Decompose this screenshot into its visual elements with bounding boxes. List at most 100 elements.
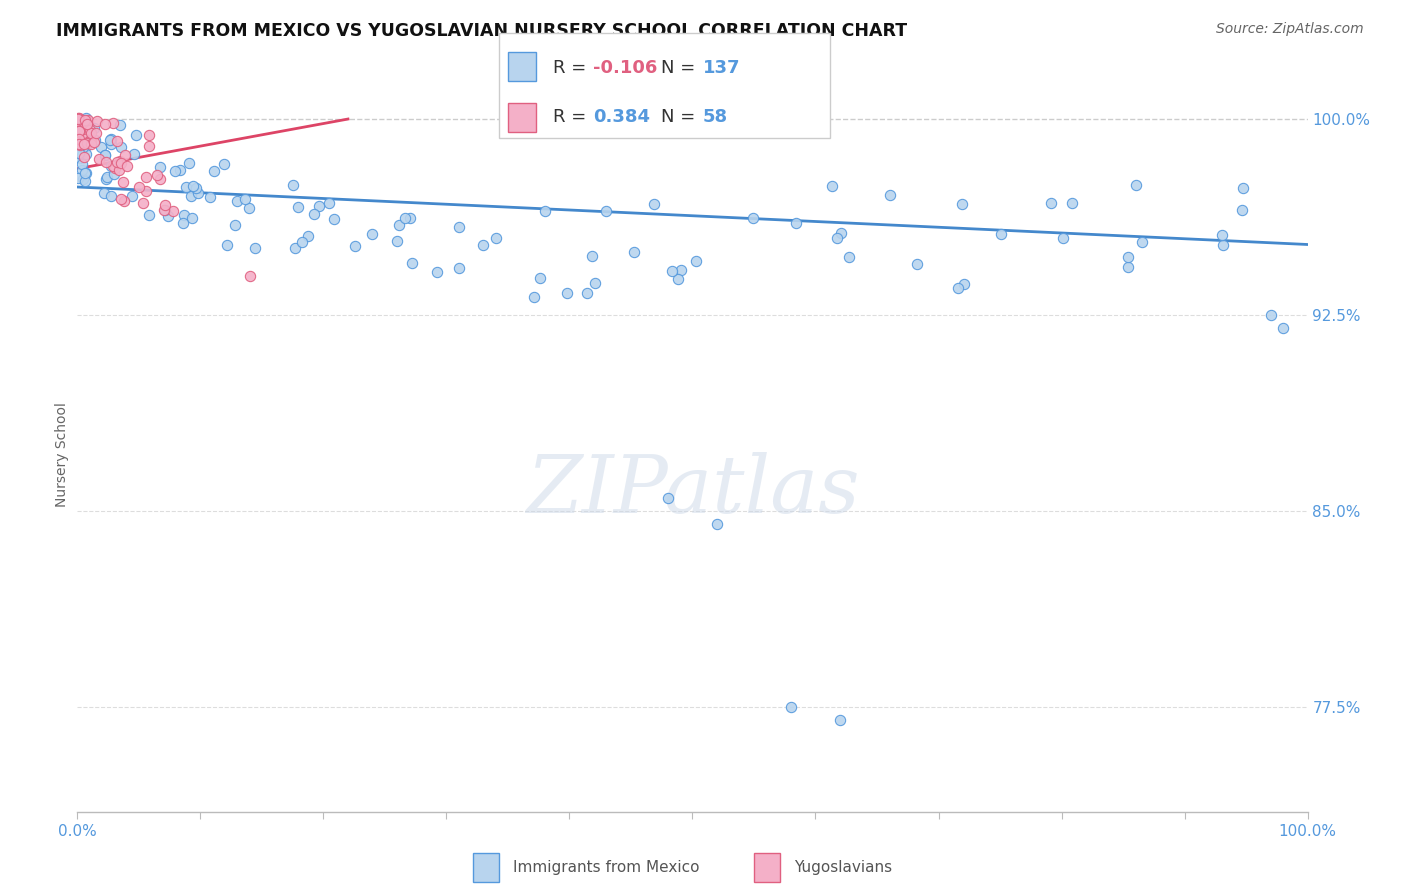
- Point: [131, 196, 153, 211]
- Point: [426, 265, 449, 279]
- Point: [1060, 195, 1083, 210]
- Point: [595, 203, 617, 218]
- Point: [100, 137, 122, 152]
- Point: [96, 169, 118, 184]
- Text: Source: ZipAtlas.com: Source: ZipAtlas.com: [1216, 22, 1364, 37]
- Point: [953, 277, 976, 292]
- Point: [215, 238, 238, 252]
- Point: [135, 184, 157, 198]
- Point: [79, 119, 101, 133]
- Point: [108, 163, 131, 178]
- Point: [110, 118, 132, 132]
- Point: [80, 134, 103, 148]
- Point: [1040, 195, 1063, 210]
- Point: [93, 117, 115, 131]
- Point: [838, 251, 860, 265]
- Point: [73, 136, 96, 151]
- Point: [87, 153, 110, 167]
- Point: [399, 211, 422, 225]
- Point: [84, 126, 107, 140]
- Point: [585, 277, 607, 291]
- Point: [75, 166, 97, 180]
- Point: [67, 124, 90, 138]
- Point: [100, 188, 122, 202]
- Point: [1272, 321, 1295, 335]
- Point: [121, 189, 143, 203]
- Point: [657, 491, 679, 505]
- Point: [72, 150, 94, 164]
- Point: [239, 268, 262, 283]
- Point: [785, 217, 807, 231]
- Point: [666, 271, 689, 285]
- Point: [198, 190, 221, 204]
- Point: [94, 171, 117, 186]
- Point: [104, 161, 127, 175]
- Point: [661, 264, 683, 278]
- Point: [830, 713, 852, 727]
- Point: [67, 136, 90, 151]
- Point: [76, 129, 98, 144]
- Point: [105, 134, 128, 148]
- Point: [69, 151, 91, 165]
- Point: [67, 121, 90, 136]
- Point: [1232, 180, 1254, 194]
- Point: [77, 115, 100, 129]
- Point: [685, 253, 707, 268]
- Point: [401, 255, 423, 269]
- Point: [138, 139, 160, 153]
- Point: [67, 112, 90, 126]
- Point: [471, 237, 494, 252]
- Point: [69, 121, 91, 136]
- Point: [149, 161, 172, 175]
- Point: [138, 208, 160, 222]
- Point: [179, 155, 201, 169]
- Point: [827, 231, 849, 245]
- Point: [84, 133, 107, 147]
- Y-axis label: Nursery School: Nursery School: [55, 402, 69, 508]
- Point: [73, 126, 96, 140]
- Point: [671, 263, 693, 277]
- Point: [67, 171, 90, 186]
- Point: [70, 148, 93, 162]
- Point: [69, 138, 91, 153]
- Point: [117, 159, 139, 173]
- Text: -0.106: -0.106: [593, 59, 658, 77]
- Point: [69, 146, 91, 161]
- Point: [523, 290, 546, 304]
- Point: [1116, 250, 1139, 264]
- Point: [153, 198, 176, 212]
- Point: [388, 218, 411, 232]
- Point: [1211, 228, 1233, 243]
- Point: [287, 200, 309, 214]
- Point: [103, 159, 125, 173]
- Point: [72, 119, 94, 133]
- Point: [66, 111, 89, 125]
- Point: [98, 133, 121, 147]
- Point: [149, 172, 172, 186]
- Point: [70, 157, 93, 171]
- Point: [66, 112, 89, 126]
- Text: IMMIGRANTS FROM MEXICO VS YUGOSLAVIAN NURSERY SCHOOL CORRELATION CHART: IMMIGRANTS FROM MEXICO VS YUGOSLAVIAN NU…: [56, 22, 907, 40]
- Point: [72, 172, 94, 186]
- Point: [243, 241, 266, 255]
- Point: [162, 204, 184, 219]
- Point: [879, 188, 901, 202]
- Point: [122, 147, 145, 161]
- Point: [534, 203, 557, 218]
- Point: [76, 117, 98, 131]
- Point: [224, 218, 246, 232]
- Point: [75, 113, 97, 128]
- Text: Yugoslavians: Yugoslavians: [794, 861, 893, 875]
- Point: [111, 175, 134, 189]
- Point: [73, 128, 96, 142]
- Point: [110, 192, 132, 206]
- Point: [72, 122, 94, 136]
- Point: [283, 178, 305, 192]
- Point: [94, 147, 117, 161]
- Point: [103, 168, 125, 182]
- Point: [72, 140, 94, 154]
- Text: R =: R =: [553, 108, 592, 126]
- Point: [830, 226, 852, 240]
- Point: [1130, 235, 1153, 249]
- Point: [72, 136, 94, 151]
